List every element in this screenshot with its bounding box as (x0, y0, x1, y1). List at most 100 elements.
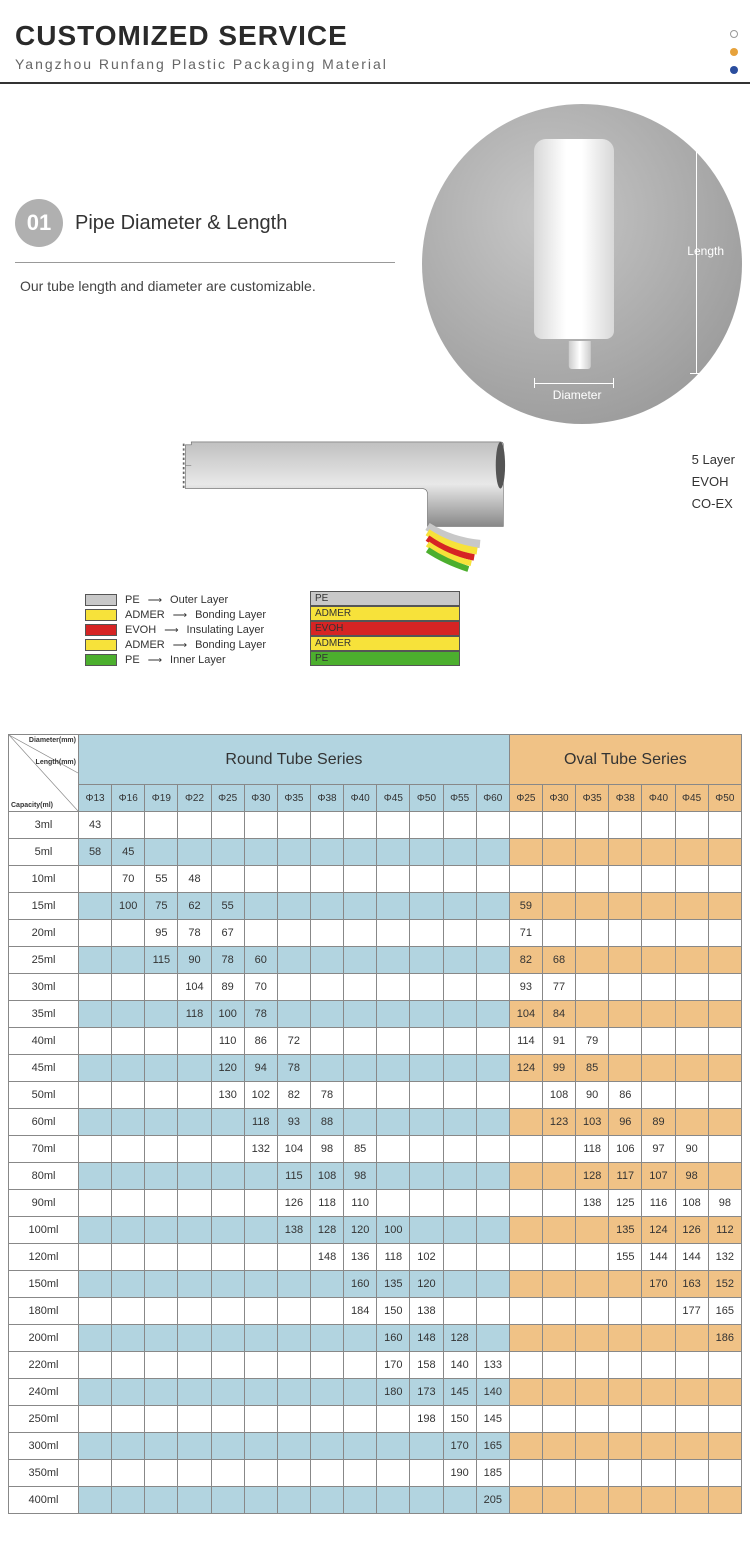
data-cell-round (476, 974, 509, 1001)
data-cell-round (476, 1082, 509, 1109)
table-row: 300ml170165 (9, 1433, 742, 1460)
data-cell-round (277, 1433, 310, 1460)
data-cell-oval (609, 866, 642, 893)
data-cell-oval (708, 974, 741, 1001)
data-cell-round (443, 1136, 476, 1163)
table-row: 250ml198150145 (9, 1406, 742, 1433)
data-cell-round (344, 1109, 377, 1136)
data-cell-round: 120 (344, 1217, 377, 1244)
data-cell-round (112, 1487, 145, 1514)
data-cell-round (244, 1298, 277, 1325)
data-cell-oval: 124 (509, 1055, 542, 1082)
legend-desc: Bonding Layer (195, 609, 266, 621)
data-cell-round: 100 (211, 1001, 244, 1028)
capacity-cell: 100ml (9, 1217, 79, 1244)
data-cell-oval (675, 947, 708, 974)
data-cell-round (377, 1406, 410, 1433)
diameter-label: Diameter (553, 388, 602, 402)
data-cell-oval: 144 (675, 1244, 708, 1271)
data-cell-round (178, 1163, 211, 1190)
data-cell-round (211, 1325, 244, 1352)
data-cell-round (310, 1487, 343, 1514)
data-cell-oval (576, 1244, 609, 1271)
data-cell-oval (509, 1406, 542, 1433)
data-cell-round: 130 (211, 1082, 244, 1109)
data-cell-oval (509, 1271, 542, 1298)
data-cell-oval (576, 1325, 609, 1352)
data-cell-oval (576, 1352, 609, 1379)
table-row: 30ml10489709377 (9, 974, 742, 1001)
data-cell-round (476, 1325, 509, 1352)
capacity-cell: 50ml (9, 1082, 79, 1109)
data-cell-oval (542, 1298, 575, 1325)
data-cell-round (344, 1460, 377, 1487)
data-cell-oval: 135 (609, 1217, 642, 1244)
data-cell-round (377, 1433, 410, 1460)
stack-row: ADMER (310, 606, 460, 621)
data-cell-oval: 125 (609, 1190, 642, 1217)
legend-row: PE ⟶ Inner Layer (85, 654, 266, 666)
data-cell-round (244, 1325, 277, 1352)
data-cell-oval (576, 920, 609, 947)
data-cell-round: 132 (244, 1136, 277, 1163)
stack-row: PE (310, 591, 460, 606)
data-cell-oval: 107 (642, 1163, 675, 1190)
data-cell-round (211, 1271, 244, 1298)
data-cell-oval (708, 1460, 741, 1487)
data-cell-oval (509, 1244, 542, 1271)
data-cell-round: 58 (79, 839, 112, 866)
data-cell-oval (675, 1433, 708, 1460)
data-cell-round (476, 839, 509, 866)
data-cell-round: 70 (244, 974, 277, 1001)
data-cell-oval (509, 839, 542, 866)
diam-header-oval: Φ40 (642, 785, 675, 812)
arrow-icon: ⟶ (173, 610, 187, 621)
data-cell-round: 158 (410, 1352, 443, 1379)
table-row: 20ml95786771 (9, 920, 742, 947)
data-cell-oval: 114 (509, 1028, 542, 1055)
data-cell-round (79, 1298, 112, 1325)
capacity-cell: 70ml (9, 1136, 79, 1163)
data-cell-round (145, 1244, 178, 1271)
data-cell-oval: 108 (542, 1082, 575, 1109)
data-cell-round (211, 1433, 244, 1460)
data-cell-oval (675, 1028, 708, 1055)
data-cell-round: 126 (277, 1190, 310, 1217)
data-cell-oval (708, 1406, 741, 1433)
data-cell-oval (675, 1055, 708, 1082)
data-cell-oval (675, 893, 708, 920)
data-cell-oval (576, 1406, 609, 1433)
data-cell-round (112, 1028, 145, 1055)
data-cell-round: 108 (310, 1163, 343, 1190)
diam-header-oval: Φ38 (609, 785, 642, 812)
data-cell-round (310, 1352, 343, 1379)
data-cell-round (112, 1406, 145, 1433)
stack-row: PE (310, 651, 460, 666)
data-cell-round: 86 (244, 1028, 277, 1055)
data-cell-oval (509, 1136, 542, 1163)
data-cell-oval (509, 1352, 542, 1379)
diam-header-oval: Φ50 (708, 785, 741, 812)
data-cell-oval (542, 1352, 575, 1379)
data-cell-oval: 86 (609, 1082, 642, 1109)
data-cell-round (344, 1001, 377, 1028)
data-cell-round (112, 1190, 145, 1217)
data-cell-oval: 152 (708, 1271, 741, 1298)
layer-label-5layer: 5 Layer (692, 449, 735, 471)
data-cell-round (178, 1055, 211, 1082)
data-cell-round (145, 1379, 178, 1406)
data-cell-round: 100 (377, 1217, 410, 1244)
data-cell-round (443, 1298, 476, 1325)
data-cell-round: 190 (443, 1460, 476, 1487)
data-cell-round (145, 1109, 178, 1136)
data-cell-oval (675, 1406, 708, 1433)
data-cell-oval (542, 1244, 575, 1271)
data-cell-oval: 117 (609, 1163, 642, 1190)
data-cell-round (443, 1001, 476, 1028)
data-cell-round (277, 1244, 310, 1271)
data-cell-round (310, 974, 343, 1001)
table-row: 90ml12611811013812511610898 (9, 1190, 742, 1217)
legend-row: PE ⟶ Outer Layer (85, 594, 266, 606)
data-cell-oval (542, 1406, 575, 1433)
data-cell-round (178, 812, 211, 839)
